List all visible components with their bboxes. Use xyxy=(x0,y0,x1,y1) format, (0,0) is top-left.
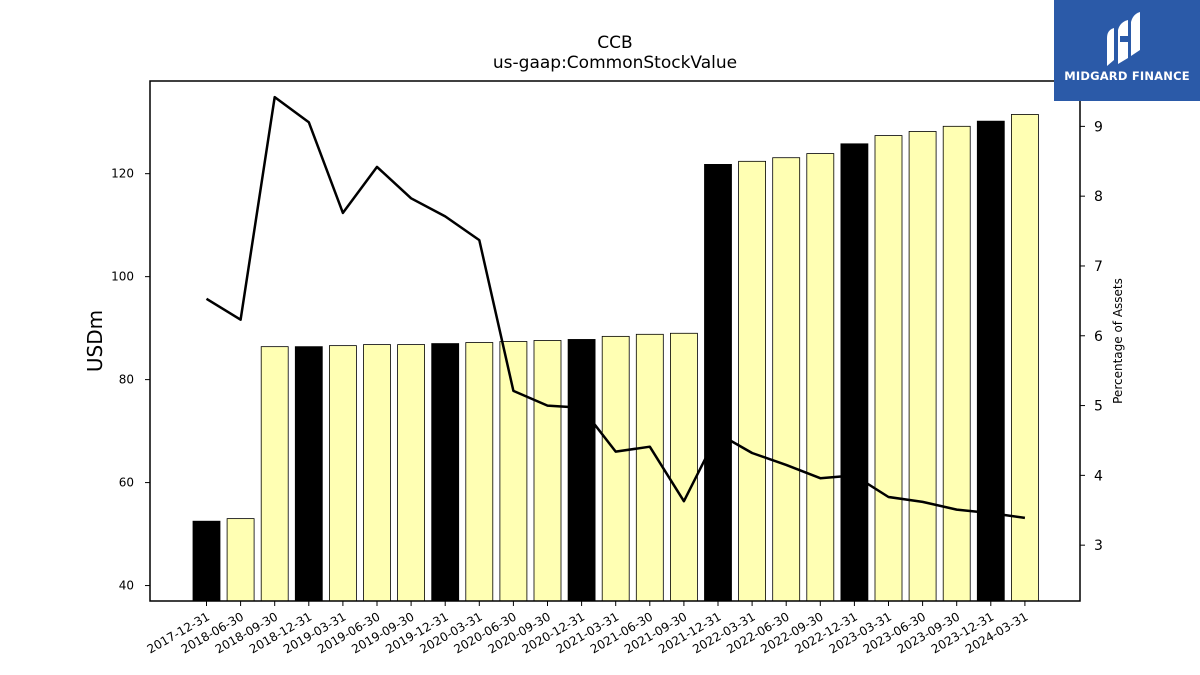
midgard-logo: MIDGARD FINANCE xyxy=(1054,0,1200,101)
bar-2021-06-30 xyxy=(635,333,664,602)
y-tick-label: 120 xyxy=(111,167,134,181)
line-series xyxy=(205,95,1026,520)
bar-2021-09-30 xyxy=(670,332,698,602)
midgard-logo-icon xyxy=(1107,12,1140,66)
bar-2019-06-30 xyxy=(363,344,391,602)
y2-tick-label: 7 xyxy=(1094,259,1103,275)
y-tick-label: 80 xyxy=(119,373,134,387)
chart-title: CCB xyxy=(597,33,632,53)
bar-2023-06-30 xyxy=(908,131,937,602)
y-tick-label: 100 xyxy=(111,270,134,284)
bar-2019-12-31 xyxy=(431,343,460,602)
bar-2022-09-30 xyxy=(806,153,835,602)
bar-2020-12-31 xyxy=(567,339,596,602)
bar-2018-12-31 xyxy=(294,346,323,602)
y2-tick-label: 5 xyxy=(1094,399,1103,415)
bar-2019-03-31 xyxy=(328,345,357,602)
left-axis-ticks: 40 60 80 100 120 xyxy=(111,167,150,593)
y2-tick-label: 9 xyxy=(1094,119,1103,135)
bar-2023-12-31 xyxy=(976,120,1005,602)
y-tick-label: 40 xyxy=(119,579,134,593)
y2-tick-label: 4 xyxy=(1094,468,1103,484)
bar-2022-06-30 xyxy=(772,157,801,602)
bar-2020-03-31 xyxy=(465,342,494,602)
bar-2018-09-30 xyxy=(260,346,289,602)
bar-2017-12-31 xyxy=(192,520,221,602)
bar-2019-09-30 xyxy=(397,344,426,602)
bar-2024-03-31 xyxy=(1011,114,1039,602)
bar-2018-06-30 xyxy=(226,518,255,602)
percentage-of-assets-line xyxy=(205,95,1026,520)
bar-2022-12-31 xyxy=(840,143,869,602)
chart-subtitle: us-gaap:CommonStockValue xyxy=(493,53,737,73)
bar-2021-12-31 xyxy=(704,164,732,602)
bar-2023-09-30 xyxy=(942,125,971,602)
logo-text: MIDGARD FINANCE xyxy=(1064,69,1190,83)
y2-tick-label: 3 xyxy=(1094,538,1103,554)
y-axis-label: USDm xyxy=(83,310,107,372)
right-axis-ticks: 3 4 5 6 7 8 9 xyxy=(1080,119,1103,554)
y2-tick-label: 8 xyxy=(1094,189,1103,205)
y-tick-label: 60 xyxy=(119,476,134,490)
x-axis-ticks: 2017-12-312018-06-302018-09-302018-12-31… xyxy=(145,601,1030,656)
bar-series xyxy=(192,114,1039,602)
bar-2023-03-31 xyxy=(874,135,903,602)
plot-frame xyxy=(149,80,1081,602)
bar-2020-06-30 xyxy=(499,341,528,602)
y2-axis-label: Percentage of Assets xyxy=(1111,278,1125,404)
bar-2020-09-30 xyxy=(533,340,562,602)
bar-2022-03-31 xyxy=(738,160,766,602)
y2-tick-label: 6 xyxy=(1094,329,1103,345)
bar-2021-03-31 xyxy=(601,335,630,602)
